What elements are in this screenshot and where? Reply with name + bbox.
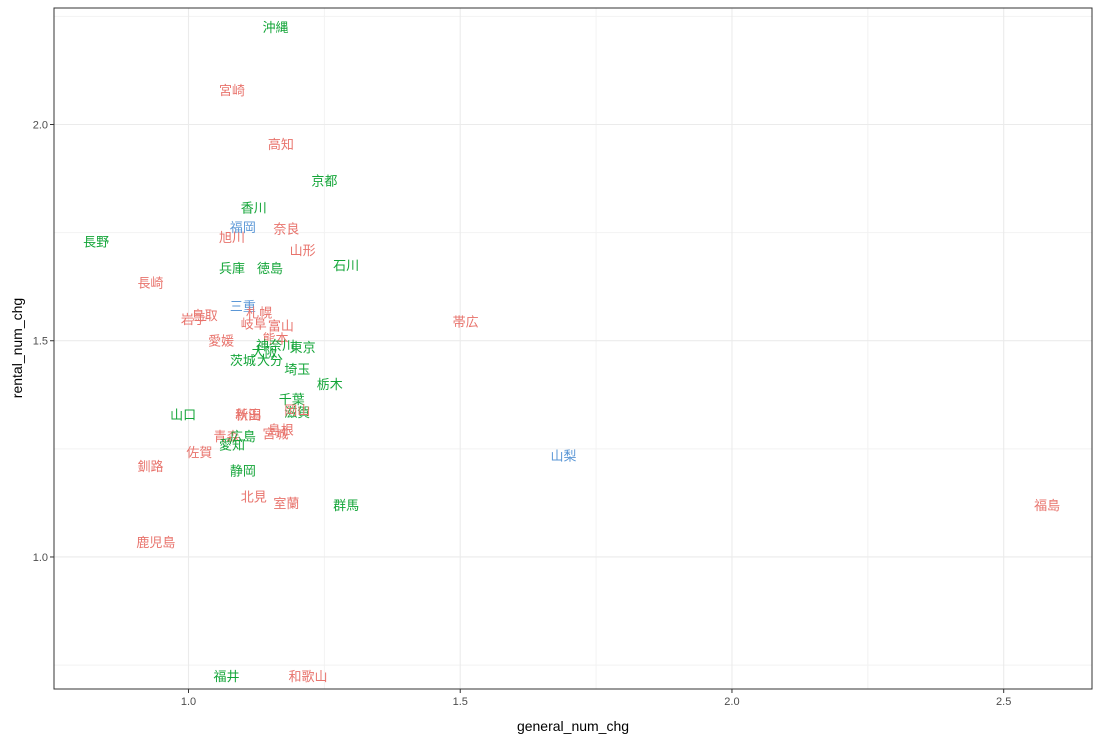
x-axis: 1.0 1.5 2.0 2.5 [181, 689, 1011, 708]
point-label: 静岡 [230, 464, 256, 479]
point-label: 京都 [311, 175, 337, 190]
point-label: 山口 [170, 408, 196, 423]
point-label: 旭川 [219, 231, 245, 246]
point-label: 神奈川 [256, 339, 295, 354]
point-label: 山形 [290, 244, 316, 259]
point-label: 山梨 [550, 449, 576, 464]
point-label: 石川 [333, 259, 359, 274]
y-tick-label: 1.0 [33, 552, 48, 564]
panel-background [54, 8, 1092, 689]
point-label: 宮崎 [219, 83, 245, 99]
point-label: 帯広 [453, 315, 479, 330]
point-label: 茨城 [230, 354, 256, 369]
x-tick-label: 2.5 [996, 696, 1011, 708]
y-tick-label: 2.0 [33, 120, 48, 132]
point-label: 福島 [1034, 499, 1060, 514]
x-axis-title: general_num_chg [517, 718, 629, 734]
point-label: 札幌 [246, 306, 272, 322]
point-label: 千葉 [279, 393, 305, 408]
point-label: 新潟 [235, 407, 261, 423]
point-label: 香川 [241, 202, 267, 217]
point-label: 和歌山 [289, 670, 328, 685]
y-tick-label: 1.5 [33, 336, 48, 348]
point-label: 島根 [268, 423, 294, 438]
point-label: 秋田 [235, 408, 261, 423]
point-label: 兵庫 [219, 262, 245, 277]
x-tick-label: 1.5 [453, 696, 468, 708]
point-label: 高知 [268, 137, 294, 153]
major-gridlines [54, 8, 1092, 689]
point-label: 埼玉 [284, 363, 310, 378]
point-label: 宮城 [262, 427, 288, 443]
point-label: 岡山 [284, 404, 310, 419]
point-label: 沖縄 [262, 21, 288, 36]
point-label: 熊本 [262, 332, 288, 348]
point-label: 群馬 [333, 499, 359, 514]
point-label: 栃木 [317, 378, 343, 393]
point-label: 岩手 [181, 313, 207, 328]
point-label: 奈良 [273, 221, 299, 237]
point-label: 長野 [83, 235, 109, 250]
point-label: 長崎 [137, 276, 163, 291]
point-label: 徳島 [257, 262, 283, 277]
x-tick-label: 1.0 [181, 696, 196, 708]
point-label: 青森 [214, 430, 240, 445]
y-axis-title: rental_num_chg [9, 298, 25, 398]
point-label: 北見 [241, 490, 267, 505]
y-axis: 1.0 1.5 2.0 [33, 120, 54, 564]
x-tick-label: 2.0 [724, 696, 739, 708]
point-label: 広島 [230, 430, 256, 445]
point-label: 三重 [230, 299, 256, 315]
point-label: 釧路 [137, 459, 163, 475]
point-label: 鹿児島 [136, 535, 175, 551]
point-label: 愛媛 [208, 335, 234, 350]
point-label: 富山 [268, 319, 294, 335]
point-label: 滋賀 [284, 406, 310, 421]
point-label: 大分 [257, 354, 283, 369]
panel-border [53, 7, 1093, 690]
point-label: 東京 [290, 340, 316, 356]
point-label: 佐賀 [186, 446, 212, 461]
point-label: 福井 [214, 670, 240, 685]
point-label: 大阪 [252, 346, 278, 361]
point-label: 鳥取 [192, 309, 218, 324]
minor-gridlines [54, 8, 1092, 689]
point-label: 室蘭 [273, 496, 299, 512]
point-label: 愛知 [219, 438, 245, 454]
point-label: 岐阜 [241, 316, 267, 332]
point-label: 福岡 [230, 221, 256, 236]
